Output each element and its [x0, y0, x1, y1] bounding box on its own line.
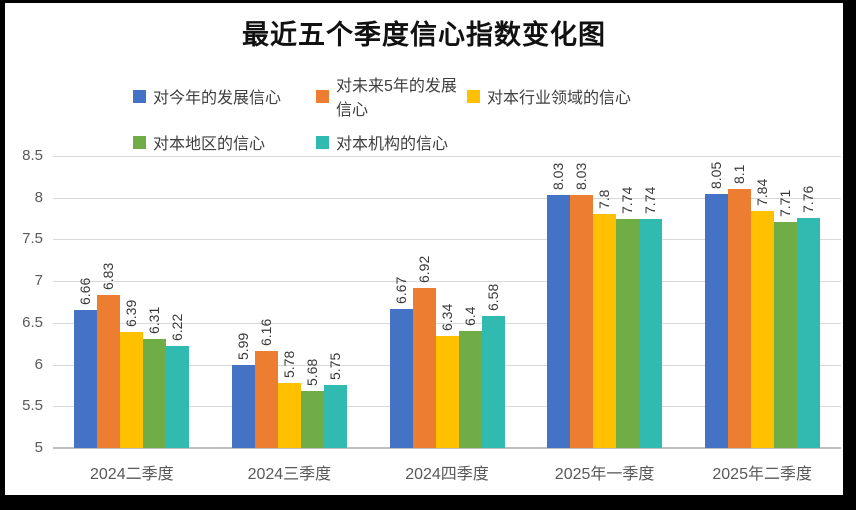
bar-value-label: 6.34	[438, 303, 455, 332]
x-axis-category-label: 2024二季度	[89, 466, 174, 483]
bar	[277, 382, 301, 448]
legend-label: 对本机构的信心	[336, 136, 449, 153]
chart-title: 最近五个季度信心指数变化图	[242, 20, 606, 51]
legend-label: 对今年的发展信心	[153, 90, 282, 107]
legend-label: 对本地区的信心	[153, 136, 266, 153]
bar	[773, 221, 797, 448]
bar	[97, 295, 121, 448]
y-axis-tick-label: 7.5	[22, 230, 43, 248]
y-axis-tick-label: 8.5	[22, 147, 43, 164]
bar	[704, 193, 728, 448]
legend-swatch-icon	[133, 135, 146, 149]
y-axis-tick-label: 6	[34, 355, 43, 373]
legend-item: 对本地区的信心	[133, 130, 316, 154]
gridline	[53, 322, 841, 324]
bar	[254, 351, 278, 448]
bar	[166, 346, 190, 448]
y-axis-tick-label: 5.5	[22, 397, 43, 415]
legend-label: 对本行业领域的信心	[487, 90, 632, 107]
gridline	[53, 281, 841, 283]
bar	[143, 338, 167, 448]
legend: 对今年的发展信心 对未来5年的发展信心 对本行业领域的信心对本地区的信心 对本机构的信…	[133, 72, 631, 154]
legend-item: 对今年的发展信心	[133, 72, 316, 120]
legend-swatch-icon	[316, 89, 329, 103]
bar-value-label: 7.76	[799, 185, 816, 213]
x-axis-line	[53, 447, 841, 449]
bar-value-label: 5.68	[303, 359, 320, 387]
bar	[547, 195, 571, 448]
y-axis-tick-label: 6.5	[22, 313, 43, 331]
bar	[412, 287, 436, 448]
bar-value-label: 7.71	[776, 189, 793, 217]
legend-item: 对本行业领域的信心	[467, 72, 631, 120]
x-axis-category-label: 2025年一季度	[554, 466, 655, 483]
bar-value-label: 7.84	[753, 178, 770, 207]
bar-value-label: 5.99	[234, 333, 251, 361]
bar-value-label: 6.58	[484, 283, 501, 312]
bar-value-label: 6.92	[415, 255, 432, 283]
legend-swatch-icon	[316, 135, 329, 149]
bar-value-label: 7.74	[619, 187, 636, 215]
x-axis-category-label: 2025年二季度	[712, 466, 812, 483]
bar-value-label: 8.1	[730, 164, 747, 185]
bar-value-label: 6.83	[100, 263, 117, 291]
bar	[639, 219, 663, 448]
legend-label: 对未来5年的发展信心	[336, 78, 457, 119]
bar	[727, 189, 751, 448]
bar-value-label: 6.66	[77, 277, 94, 305]
bar	[120, 332, 144, 448]
bar-value-label: 6.4	[461, 306, 478, 327]
bar-value-label: 6.16	[257, 318, 274, 347]
bar	[750, 211, 774, 448]
bar	[323, 385, 347, 448]
bar-value-label: 6.22	[169, 313, 186, 342]
legend-swatch-icon	[467, 89, 480, 103]
bar-value-label: 6.67	[392, 276, 409, 304]
legend-swatch-icon	[133, 89, 146, 103]
bar	[570, 195, 594, 448]
y-axis-tick-label: 7	[34, 272, 43, 290]
bar	[481, 316, 505, 448]
bar	[231, 365, 255, 448]
y-axis-tick-label: 5	[34, 439, 43, 456]
bar-value-label: 8.03	[550, 162, 567, 191]
gridline	[53, 197, 841, 199]
bar-value-label: 5.78	[280, 350, 297, 378]
bar-value-label: 6.39	[123, 299, 140, 328]
x-axis-category-label: 2024三季度	[247, 466, 332, 483]
gridline	[53, 156, 841, 157]
legend-item: 对本机构的信心	[316, 130, 467, 154]
chart-canvas: 最近五个季度信心指数变化图 对今年的发展信心 对未来5年的发展信心 对本行业领域的信…	[5, 3, 843, 495]
bar	[616, 219, 640, 448]
bar	[300, 391, 324, 448]
plot-area: 5 5.5 6 6.5 7 7.5 8 8.5 6.66 6.83 6.39 6.31 6.22 2024…	[22, 147, 841, 483]
gridline	[53, 239, 841, 241]
bar-value-label: 8.05	[707, 161, 724, 189]
bar	[74, 309, 98, 448]
bar-value-label: 6.31	[146, 306, 163, 334]
legend-item: 对未来5年的发展信心	[316, 72, 467, 120]
bar	[796, 217, 820, 448]
bar	[593, 214, 617, 448]
x-axis-category-label: 2024四季度	[405, 466, 489, 483]
bar-value-label: 8.03	[573, 162, 590, 191]
bar-value-label: 5.75	[326, 353, 343, 381]
bar	[389, 308, 413, 448]
y-axis-tick-label: 8	[34, 188, 43, 206]
bar-value-label: 7.74	[642, 187, 659, 215]
bar	[435, 336, 459, 448]
bar	[458, 331, 482, 448]
bar-value-label: 7.8	[596, 189, 613, 210]
